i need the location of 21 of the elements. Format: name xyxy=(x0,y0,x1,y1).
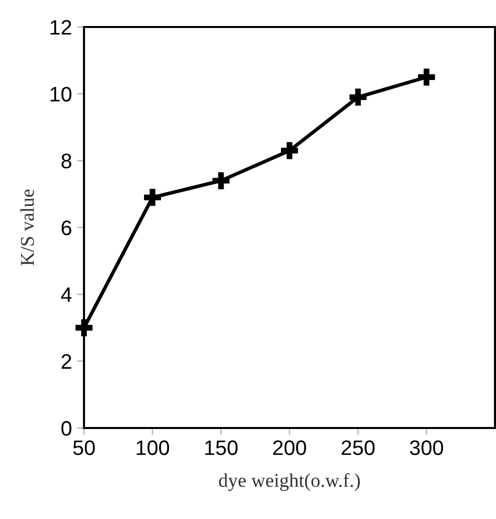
x-tick-label: 300 xyxy=(410,440,444,456)
y-tick-label: 6 xyxy=(62,220,72,236)
y-tick-label: 0 xyxy=(61,421,72,436)
point xyxy=(280,142,298,160)
y-tick-label: 4 xyxy=(61,288,72,302)
y-axis-title: K/S value xyxy=(20,190,34,266)
point xyxy=(418,68,436,86)
point xyxy=(349,88,367,106)
y-tick-label: 8 xyxy=(62,154,72,168)
point xyxy=(144,188,162,206)
y-tick-label: 10 xyxy=(50,86,72,102)
x-tick-label: 250 xyxy=(342,440,375,456)
point xyxy=(75,319,93,336)
x-tick-label: 100 xyxy=(136,440,170,456)
x-tick-label: 150 xyxy=(205,440,238,456)
x-tick-label: 200 xyxy=(273,440,306,456)
x-tick-label: 50 xyxy=(73,440,95,456)
y-tick-label: 2 xyxy=(62,354,72,369)
x-axis-title: dye weight(o.w.f.) xyxy=(219,473,360,491)
y-tick-label: 12 xyxy=(50,20,72,35)
point xyxy=(212,172,230,190)
